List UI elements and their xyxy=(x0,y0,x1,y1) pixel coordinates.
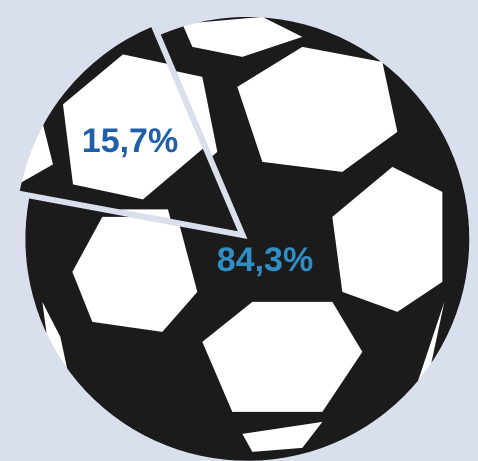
data-label: 15,7% xyxy=(82,122,178,160)
slice-group xyxy=(25,16,470,461)
data-label: 84,3% xyxy=(217,241,313,279)
slice-group xyxy=(19,26,238,232)
pie xyxy=(19,16,470,461)
